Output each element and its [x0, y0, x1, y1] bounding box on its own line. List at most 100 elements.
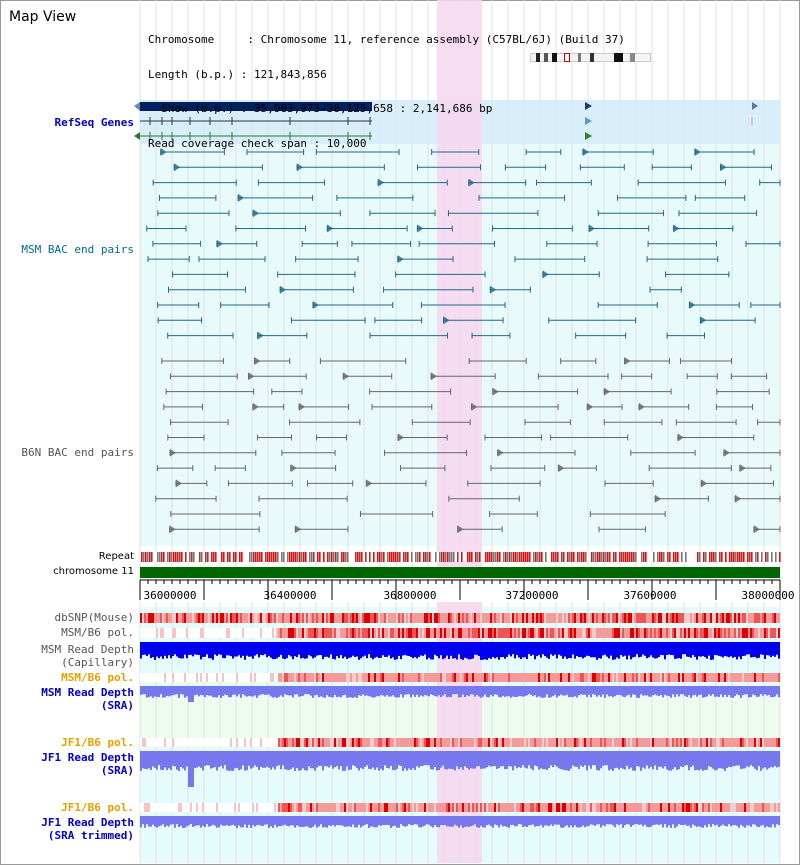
- msm-pol-heat-cell: [558, 628, 560, 638]
- msm-cap-depth-bar: [242, 642, 244, 656]
- msm-pol2-heat-cell: [560, 673, 562, 682]
- msm-pol2-heat-cell: [700, 673, 702, 682]
- dbsnp-heat-cell: [184, 613, 186, 623]
- jf1-pol-heat-cell: [552, 738, 554, 747]
- jf1-sra-depth-bar: [354, 751, 356, 767]
- msm-pol2-heat-cell: [262, 673, 264, 682]
- jf1-trim-depth-bar: [672, 816, 674, 825]
- msm-cap-depth-bar: [354, 642, 356, 658]
- msm-cap-depth-bar: [700, 642, 702, 657]
- msm-pol2-heat-cell: [336, 673, 338, 682]
- msm-pol-heat-cell: [768, 628, 770, 638]
- dbsnp-heat-cell: [234, 613, 236, 623]
- msm-pol2-heat-cell: [670, 673, 672, 682]
- msm-cap-depth-bar: [374, 642, 376, 658]
- jf1-sra-depth-bar: [456, 751, 458, 767]
- jf1-pol-heat-cell: [710, 738, 712, 747]
- jf1-b6-pol-2-label[interactable]: JF1/B6 pol.: [61, 801, 134, 814]
- jf1-read-depth-trimmed-label[interactable]: JF1 Read Depth (SRA trimmed): [41, 816, 134, 842]
- msm-read-depth-sra-label[interactable]: MSM Read Depth (SRA): [41, 686, 134, 712]
- msm-pol2-heat-cell: [678, 673, 680, 682]
- b6n-bac-label[interactable]: B6N BAC end pairs: [21, 446, 134, 459]
- msm-cap-depth-bar: [760, 642, 762, 655]
- msm-pol2-heat-cell: [732, 673, 734, 682]
- repeat-element: [625, 552, 627, 562]
- dbsnp-heat-cell: [364, 613, 366, 623]
- jf1-sra-depth-bar: [268, 751, 270, 768]
- jf1-pol2-heat-cell: [720, 803, 722, 812]
- msm-pol-heat-cell: [484, 628, 486, 638]
- dbsnp-heat-cell: [168, 613, 170, 623]
- jf1-pol-heat-cell: [198, 738, 200, 747]
- msm-cap-depth-bar: [394, 642, 396, 660]
- msm-pol2-heat-cell: [354, 673, 356, 682]
- dbsnp-heat-cell: [554, 613, 556, 623]
- chromosome-ideogram[interactable]: [530, 53, 651, 62]
- jf1-read-depth-sra-label[interactable]: JF1 Read Depth (SRA): [41, 751, 134, 777]
- jf1-pol-heat-cell: [284, 738, 286, 747]
- msm-pol2-heat-cell: [576, 673, 578, 682]
- msm-pol-heat-cell: [612, 628, 614, 638]
- msm-sra-depth-bar: [188, 686, 190, 702]
- bac-arrow-icon: [248, 372, 255, 381]
- axis-tick-label: 36000000: [144, 589, 197, 602]
- msm-read-depth-capillary-label[interactable]: MSM Read Depth (Capillary): [41, 643, 134, 669]
- dbsnp-heat-cell: [278, 613, 280, 623]
- jf1-pol2-heat-cell: [320, 803, 322, 812]
- msm-pol-heat-cell: [588, 628, 590, 638]
- jf1-pol-heat-cell: [254, 738, 256, 747]
- msm-pol2-heat-cell: [754, 673, 756, 682]
- msm-cap-depth-bar: [444, 642, 446, 659]
- jf1-pol2-heat-cell: [518, 803, 520, 812]
- jf1-pol-heat-cell: [240, 738, 242, 747]
- jf1-pol2-heat-cell: [428, 803, 430, 812]
- jf1-pol2-heat-cell: [512, 803, 514, 812]
- repeat-element: [733, 552, 735, 562]
- msm-pol2-heat-cell: [332, 673, 334, 682]
- msm-sra-depth-bar: [488, 686, 490, 698]
- jf1-sra-depth-bar: [394, 751, 396, 771]
- msm-pol2-heat-cell: [520, 673, 522, 682]
- jf1-pol-heat-cell: [384, 738, 386, 747]
- msm-b6-pol-label[interactable]: MSM/B6 pol.: [61, 626, 134, 639]
- msm-pol2-heat-cell: [196, 673, 198, 682]
- msm-pol-heat-cell: [574, 628, 576, 638]
- jf1-pol-heat-cell: [730, 738, 732, 747]
- msm-sra-depth-bar: [196, 686, 198, 695]
- dbsnp-heat-cell: [188, 613, 190, 623]
- jf1-pol-heat-cell: [354, 738, 356, 747]
- jf1-sra-depth-bar: [400, 751, 402, 767]
- msm-pol-heat-cell: [304, 628, 306, 638]
- msm-pol-heat-cell: [734, 628, 736, 638]
- dbsnp-label[interactable]: dbSNP(Mouse): [54, 611, 134, 624]
- msm-pol2-heat-cell: [326, 673, 328, 682]
- msm-pol2-heat-cell: [552, 673, 554, 682]
- msm-sra-depth-bar: [366, 686, 368, 696]
- jf1-sra-depth-bar: [328, 751, 330, 768]
- jf1-pol-heat-cell: [776, 738, 778, 747]
- refseq-genes-label[interactable]: RefSeq Genes: [54, 116, 134, 129]
- msm-cap-depth-bar: [220, 642, 222, 655]
- jf1-trim-depth-bar: [474, 816, 476, 825]
- msm-pol-heat-cell: [546, 628, 548, 638]
- jf1-sra-depth-bar: [646, 751, 648, 766]
- jf1-pol2-heat-cell: [338, 803, 340, 812]
- jf1-b6-pol-label[interactable]: JF1/B6 pol.: [61, 736, 134, 749]
- jf1-pol-heat-cell: [168, 738, 170, 747]
- msm-pol2-heat-cell: [726, 673, 728, 682]
- msm-cap-depth-bar: [720, 642, 722, 657]
- jf1-pol-heat-cell: [298, 738, 300, 747]
- jf1-pol2-heat-cell: [540, 803, 542, 812]
- msm-bac-label[interactable]: MSM BAC end pairs: [21, 243, 134, 256]
- dbsnp-heat-cell: [426, 613, 428, 623]
- msm-cap-depth-bar: [762, 642, 764, 655]
- msm-sra-depth-bar: [664, 686, 666, 695]
- msm-b6-pol-2-label[interactable]: MSM/B6 pol.: [61, 671, 134, 684]
- msm-sra-depth-bar: [260, 686, 262, 695]
- dbsnp-heat-cell: [720, 613, 722, 623]
- repeat-element: [511, 552, 513, 562]
- msm-pol2-heat-cell: [340, 673, 342, 682]
- jf1-pol-heat-cell: [498, 738, 500, 747]
- bac-arrow-icon: [280, 285, 287, 294]
